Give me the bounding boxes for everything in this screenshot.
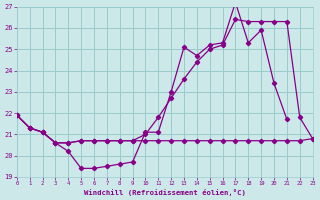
X-axis label: Windchill (Refroidissement éolien,°C): Windchill (Refroidissement éolien,°C): [84, 189, 246, 196]
